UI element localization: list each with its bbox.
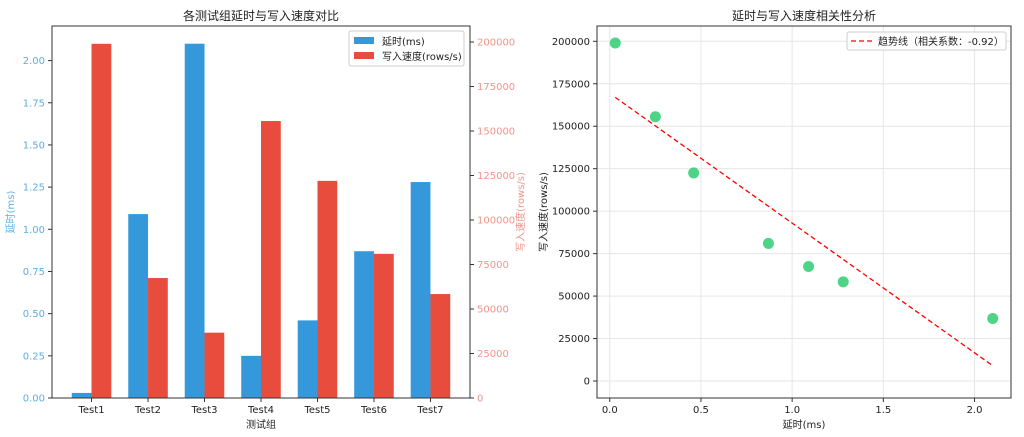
x-tick-label: Test3 <box>190 405 217 416</box>
y-tick-label-left: 0.75 <box>23 267 45 278</box>
legend-label: 趋势线（相关系数：-0.92） <box>878 35 1004 48</box>
y-tick-label-right: 125000 <box>477 171 515 182</box>
x-tick-label: Test7 <box>416 405 443 416</box>
plot-frame <box>596 25 1012 399</box>
scatter-chart: 延时与写入速度相关性分析 延时(ms) 写入速度(rows/s) 0.0 0.5 1… <box>537 8 1012 431</box>
y-tick-label-left: 0.00 <box>23 394 45 405</box>
scatter-point <box>987 313 999 325</box>
y-tick-label-left: 0.25 <box>23 351 45 362</box>
legend-swatch <box>354 52 374 59</box>
scatter-chart-xlabel: 延时(ms) <box>783 419 826 431</box>
y-tick-label: 175000 <box>552 79 590 90</box>
scatter-point <box>803 261 815 273</box>
bar-latency <box>184 43 205 398</box>
bar-write-speed <box>317 180 338 398</box>
x-tick-label: Test4 <box>247 405 274 416</box>
bar-latency <box>71 392 92 398</box>
bar-latency <box>241 355 261 398</box>
legend: 延时(ms) 写入速度(rows/s) <box>348 30 465 67</box>
bar-chart: 各测试组延时与写入速度对比 测试组 延时(ms) 写入速度(rows/s) Te… <box>5 8 527 431</box>
bar-write-speed <box>91 43 112 398</box>
x-tick-label: 2.0 <box>967 405 983 416</box>
bar-chart-xlabel: 测试组 <box>246 418 276 431</box>
bar-latency <box>410 182 431 398</box>
scatter-point <box>688 167 700 179</box>
y-tick-label: 25000 <box>558 334 590 345</box>
y-tick-label-left: 1.75 <box>23 98 45 109</box>
bar-latency <box>354 251 374 398</box>
scatter-point <box>837 276 849 288</box>
y-tick-label-left: 0.50 <box>23 309 45 320</box>
bar-write-speed <box>148 278 168 398</box>
y-tick-label-left: 1.25 <box>23 183 45 194</box>
x-tick-label: 0.0 <box>602 405 618 416</box>
x-tick-label: 1.5 <box>875 405 891 416</box>
scatter-point <box>609 37 621 49</box>
x-tick-label: Test2 <box>134 405 161 416</box>
legend-box <box>348 30 465 67</box>
bar-write-speed <box>204 332 225 398</box>
y-tick-label: 75000 <box>558 249 590 260</box>
scatter-chart-ylabel: 写入速度(rows/s) <box>537 172 550 252</box>
x-tick-label: Test5 <box>303 405 330 416</box>
y-tick-label-right: 0 <box>477 394 483 405</box>
x-tick-label: Test6 <box>360 405 387 416</box>
y-tick-label: 0 <box>584 377 590 388</box>
x-tick-label: 0.5 <box>693 405 709 416</box>
x-tick-label: Test1 <box>78 405 105 416</box>
x-tick-label: 1.0 <box>784 405 800 416</box>
y-tick-label: 50000 <box>558 292 590 303</box>
scatter-point <box>649 111 661 123</box>
y-tick-label-left: 2.00 <box>23 56 45 67</box>
y-tick-label: 200000 <box>552 37 590 48</box>
y-tick-label-right: 175000 <box>477 82 515 93</box>
scatter-chart-title: 延时与写入速度相关性分析 <box>732 8 876 23</box>
y-tick-label-right: 150000 <box>477 127 515 138</box>
y-tick-label-left: 1.50 <box>23 140 45 151</box>
bar-write-speed <box>261 121 281 399</box>
bar-latency <box>297 320 318 398</box>
bar-chart-ylabel-left: 延时(ms) <box>5 191 17 234</box>
y-tick-label-right: 100000 <box>477 216 515 227</box>
y-tick-label: 100000 <box>552 207 590 218</box>
legend-label: 延时(ms) <box>382 36 425 48</box>
y-tick-label: 125000 <box>552 164 590 175</box>
bar-write-speed <box>430 294 451 398</box>
bar-chart-ylabel-right: 写入速度(rows/s) <box>514 172 527 252</box>
y-tick-label: 150000 <box>552 122 590 133</box>
scatter-point <box>762 237 774 249</box>
y-tick-label-right: 200000 <box>477 38 515 49</box>
bar-latency <box>128 214 149 398</box>
bar-write-speed <box>373 253 394 398</box>
legend-label: 写入速度(rows/s) <box>382 50 462 63</box>
bar-chart-title: 各测试组延时与写入速度对比 <box>183 8 339 23</box>
legend-box <box>846 31 1007 51</box>
y-tick-label-right: 25000 <box>477 349 509 360</box>
y-tick-label-right: 50000 <box>477 305 509 316</box>
y-tick-label-left: 1.00 <box>23 225 45 236</box>
legend-swatch <box>354 37 374 44</box>
trendline <box>614 96 994 367</box>
legend: 趋势线（相关系数：-0.92） <box>846 31 1007 51</box>
y-tick-label-right: 75000 <box>477 260 509 271</box>
